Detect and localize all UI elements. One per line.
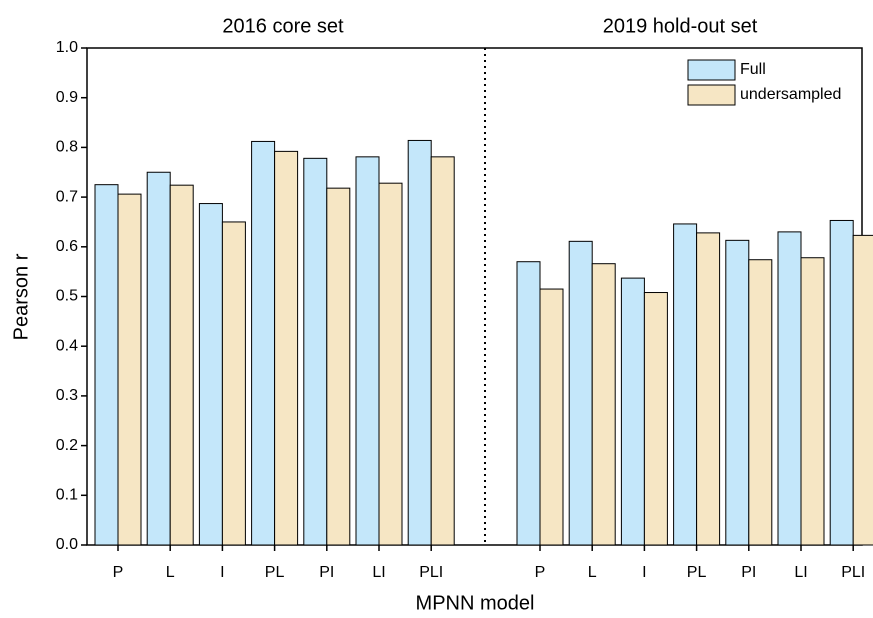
x-tick-label: I	[642, 564, 646, 581]
x-tick-label: P	[535, 564, 546, 581]
bar	[800, 257, 825, 546]
bar	[725, 239, 750, 546]
x-tick-label: PI	[741, 564, 756, 581]
bar	[251, 140, 276, 546]
x-tick-label: LI	[794, 564, 807, 581]
bar	[696, 232, 721, 546]
legend-label: Full	[740, 61, 766, 78]
bar	[221, 221, 246, 546]
x-tick-label: P	[113, 564, 124, 581]
x-tick-label: LI	[372, 564, 385, 581]
x-tick-label: PL	[265, 564, 285, 581]
panel-title: 2016 core set	[222, 15, 344, 37]
bar	[673, 223, 698, 546]
bar	[620, 277, 645, 546]
x-tick-label: L	[588, 564, 597, 581]
bar	[591, 263, 616, 546]
bar	[852, 234, 873, 546]
y-tick-label: 0.6	[56, 238, 78, 255]
y-tick-label: 1.0	[56, 39, 78, 56]
y-tick-label: 0.7	[56, 188, 78, 205]
y-tick-label: 0.0	[56, 536, 78, 553]
bar	[355, 156, 380, 546]
bar	[748, 259, 773, 546]
bar	[539, 288, 564, 546]
x-tick-label: PLI	[841, 564, 865, 581]
x-tick-label: PI	[319, 564, 334, 581]
bar	[198, 203, 223, 546]
y-tick-label: 0.8	[56, 139, 78, 156]
bar	[643, 292, 668, 546]
bar	[378, 182, 403, 546]
bar	[94, 184, 119, 546]
x-tick-label: I	[220, 564, 224, 581]
bar	[274, 150, 299, 546]
y-tick-label: 0.9	[56, 89, 78, 106]
legend-label: undersampled	[740, 86, 841, 103]
bar	[829, 219, 854, 546]
bar	[169, 184, 194, 546]
bar	[326, 187, 351, 546]
x-axis-label: MPNN model	[416, 592, 535, 614]
bar	[568, 240, 593, 546]
legend-swatch	[687, 84, 736, 106]
y-tick-label: 0.5	[56, 288, 78, 305]
legend-swatch	[687, 59, 736, 81]
bar	[777, 231, 802, 546]
y-tick-label: 0.1	[56, 487, 78, 504]
bar	[117, 193, 142, 546]
bar	[430, 156, 455, 546]
y-tick-label: 0.2	[56, 437, 78, 454]
y-axis-label: Pearson r	[10, 253, 32, 340]
bar	[146, 171, 171, 546]
x-tick-label: L	[166, 564, 175, 581]
bar	[303, 157, 328, 546]
y-tick-label: 0.3	[56, 387, 78, 404]
bar	[516, 261, 541, 546]
panel-title: 2019 hold-out set	[603, 15, 758, 37]
y-tick-label: 0.4	[56, 337, 78, 354]
x-tick-label: PLI	[419, 564, 443, 581]
bar	[407, 139, 432, 546]
x-tick-label: PL	[687, 564, 707, 581]
